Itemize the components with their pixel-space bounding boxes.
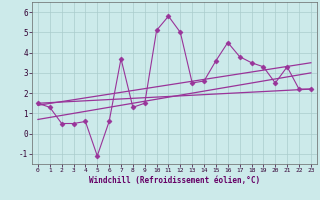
X-axis label: Windchill (Refroidissement éolien,°C): Windchill (Refroidissement éolien,°C) (89, 176, 260, 185)
